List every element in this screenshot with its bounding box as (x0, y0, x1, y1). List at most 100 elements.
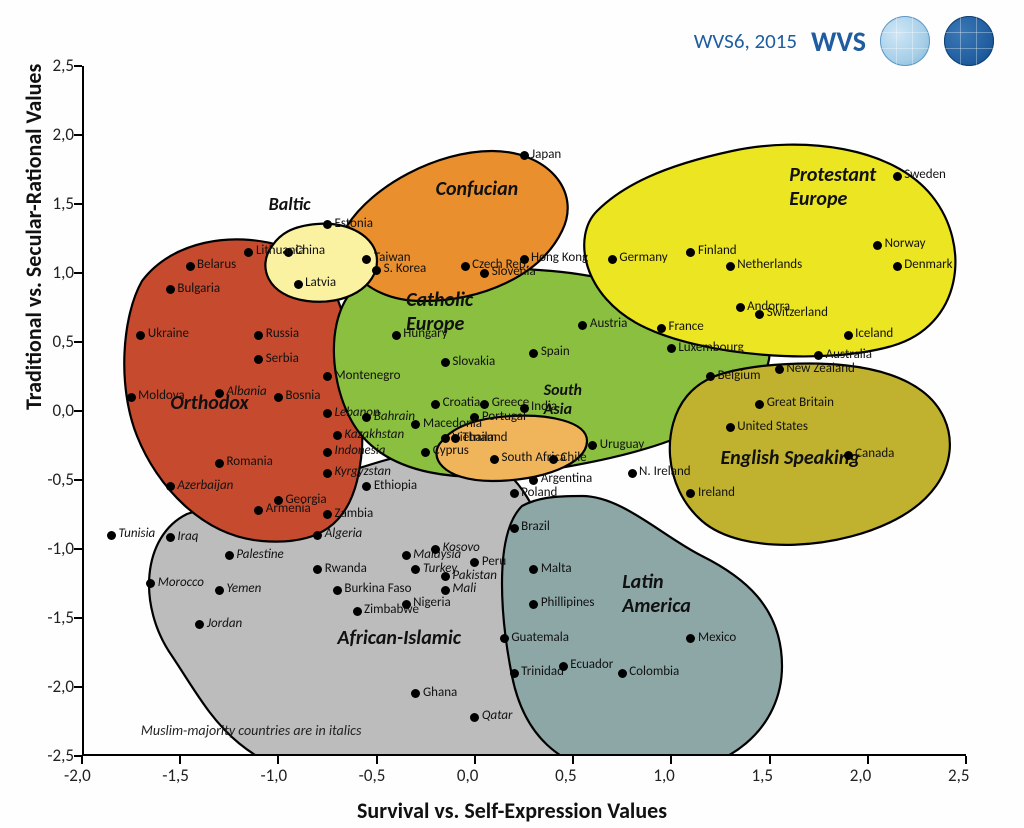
brand-label: WVS (811, 24, 866, 59)
country-point (402, 600, 411, 609)
country-point (726, 262, 735, 271)
y-tick (74, 617, 82, 619)
country-point (215, 389, 224, 398)
x-tick-label: 2,0 (850, 765, 871, 786)
x-tick (81, 756, 83, 764)
country-point (529, 600, 538, 609)
country-point (500, 634, 509, 643)
country-point (520, 404, 529, 413)
country-point (510, 669, 519, 678)
country-point (372, 266, 381, 275)
country-point (402, 551, 411, 560)
country-point (353, 607, 362, 616)
x-tick (474, 756, 476, 764)
country-point (461, 262, 470, 271)
globe-dark-icon (944, 16, 994, 66)
y-tick-label: -2,0 (36, 676, 74, 697)
country-point (451, 434, 460, 443)
y-axis-line (82, 66, 84, 756)
y-tick-label: -1,5 (36, 607, 74, 628)
x-tick (867, 756, 869, 764)
country-point (323, 372, 332, 381)
country-point (844, 451, 853, 460)
y-tick (74, 479, 82, 481)
country-point (480, 269, 489, 278)
country-point (166, 285, 175, 294)
country-point (254, 331, 263, 340)
country-point (441, 434, 450, 443)
legend-note: Muslim-majority countries are in italics (141, 722, 362, 739)
region-english (670, 364, 950, 545)
country-point (323, 448, 332, 457)
country-point (549, 455, 558, 464)
country-point (333, 586, 342, 595)
x-axis-line (82, 754, 966, 756)
y-tick-label: -0,5 (36, 469, 74, 490)
country-point (127, 393, 136, 402)
country-point (490, 455, 499, 464)
x-tick-label: -0,5 (359, 765, 386, 786)
country-point (510, 524, 519, 533)
header: WVS6, 2015 WVS (694, 16, 994, 66)
y-axis-title: Traditional vs. Secular-Rational Values (20, 64, 47, 410)
country-point (844, 331, 853, 340)
x-tick-label: 1,5 (752, 765, 773, 786)
country-point (775, 365, 784, 374)
country-point (323, 469, 332, 478)
country-point (215, 586, 224, 595)
country-point (755, 400, 764, 409)
country-point (736, 303, 745, 312)
x-tick (572, 756, 574, 764)
country-point (726, 423, 735, 432)
y-tick (74, 341, 82, 343)
region-baltic (265, 224, 377, 302)
x-tick (769, 756, 771, 764)
country-point (215, 459, 224, 468)
country-point (618, 669, 627, 678)
plot-area: -2,0-1,5-1,0-0,50,00,51,01,52,02,5-2,5-2… (82, 66, 966, 756)
x-tick (670, 756, 672, 764)
globe-light-icon (880, 16, 930, 66)
x-tick (277, 756, 279, 764)
country-point (431, 545, 440, 554)
y-tick (74, 686, 82, 688)
country-point (520, 151, 529, 160)
y-tick (74, 272, 82, 274)
country-point (313, 531, 322, 540)
y-tick (74, 410, 82, 412)
x-tick-label: 1,0 (653, 765, 674, 786)
header-label: WVS6, 2015 (694, 28, 797, 54)
country-point (529, 476, 538, 485)
x-tick (179, 756, 181, 764)
country-point (274, 393, 283, 402)
y-tick-label: -2,5 (36, 745, 74, 766)
x-tick-label: -2,0 (64, 765, 91, 786)
country-point (628, 469, 637, 478)
country-point (186, 262, 195, 271)
x-tick-label: -1,0 (260, 765, 287, 786)
x-tick-label: 2,5 (948, 765, 969, 786)
x-tick-label: 0,5 (555, 765, 576, 786)
country-point (441, 586, 450, 595)
country-point (284, 248, 293, 257)
country-point (107, 531, 116, 540)
country-point (529, 349, 538, 358)
country-point (294, 280, 303, 289)
country-point (657, 324, 666, 333)
y-tick-label: -1,0 (36, 538, 74, 559)
country-point (441, 572, 450, 581)
x-tick (965, 756, 967, 764)
y-tick (74, 203, 82, 205)
country-point (873, 241, 882, 250)
y-tick (74, 65, 82, 67)
y-tick (74, 134, 82, 136)
country-point (323, 510, 332, 519)
country-point (520, 255, 529, 264)
x-tick (376, 756, 378, 764)
y-tick (74, 548, 82, 550)
country-point (608, 255, 617, 264)
x-tick-label: -1,5 (162, 765, 189, 786)
country-point (362, 255, 371, 264)
country-point (136, 331, 145, 340)
country-point (431, 400, 440, 409)
